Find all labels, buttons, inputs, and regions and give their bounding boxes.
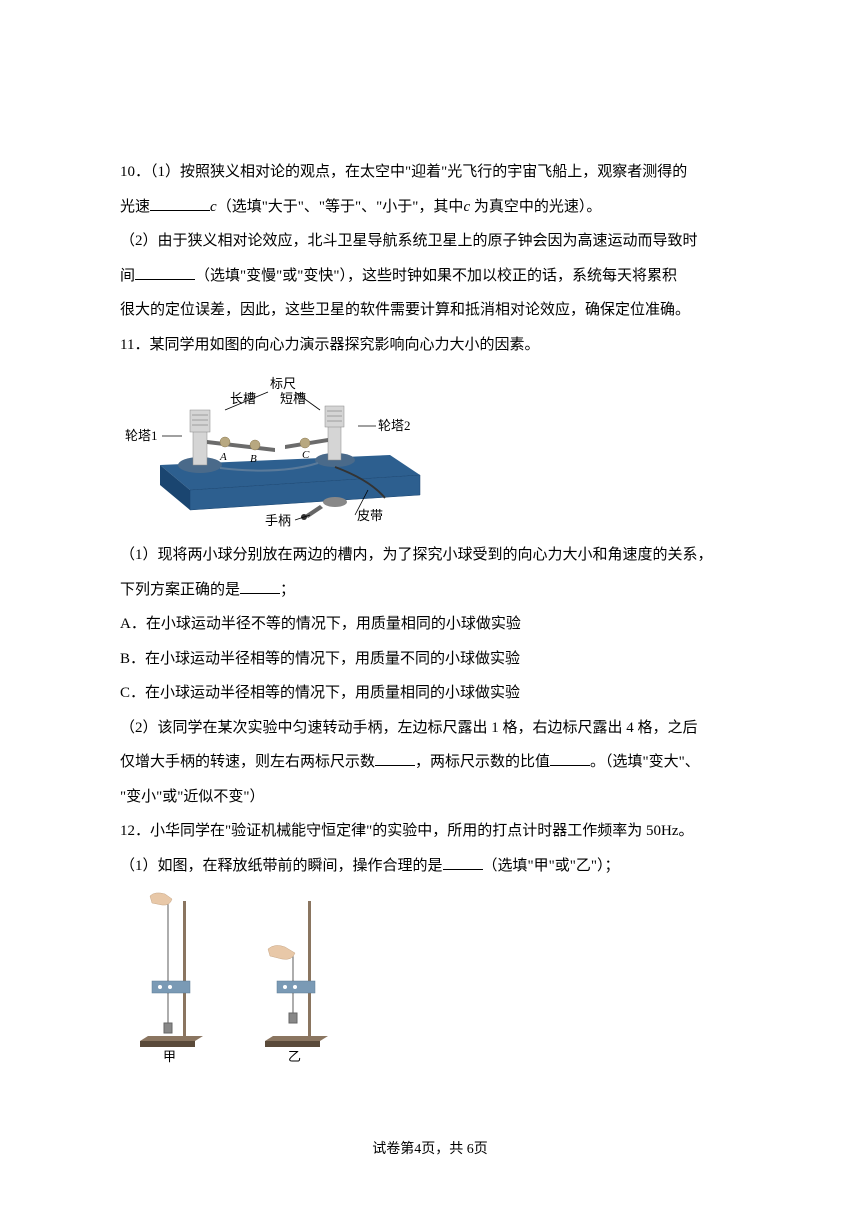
apparatus-jia: 甲 [140, 893, 203, 1064]
label-tower1: 轮塔1 [125, 428, 158, 443]
blank-11-1[interactable] [240, 579, 280, 594]
q12-p1a: （1）如图，在释放纸带前的瞬间，操作合理的是 [120, 858, 443, 874]
long-slot-shape [207, 440, 275, 452]
blank-10-1[interactable] [150, 196, 210, 211]
label-tower2: 轮塔2 [378, 418, 411, 433]
q11-p1b: 下列方案正确的是 [120, 582, 240, 598]
ruler-left [190, 410, 210, 432]
q10-p2c: （选填"变慢"或"变快"），这些时钟如果不加以校正的话，系统每天将累积 [195, 268, 677, 284]
ball-b [250, 440, 260, 450]
q10-line3: （2）由于狭义相对论效应，北斗卫星导航系统卫星上的原子钟会因为高速运动而导致时 [120, 224, 745, 259]
q12-num: 12． [120, 823, 150, 839]
q12-part1: （1）如图，在释放纸带前的瞬间，操作合理的是 （选填"甲"或"乙"）； [120, 849, 745, 884]
q11-p2a: （2）该同学在某次实验中匀速转动手柄，左边标尺露出 1 格，右边标尺露出 4 格… [120, 720, 698, 736]
q11-p1c: ； [280, 582, 295, 598]
figure-12-apparatus: 甲 乙 [120, 891, 745, 1066]
q10-line5: 很大的定位误差，因此，这些卫星的软件需要计算和抵消相对论效应，确保定位准确。 [120, 293, 745, 328]
page-content: 10．（1）按照狭义相对论的观点，在太空中"迎着"光飞行的宇宙飞船上，观察者测得… [120, 155, 745, 1066]
q11-intro: 某同学用如图的向心力演示器探究影响向心力大小的因素。 [149, 337, 539, 353]
ball-c [300, 438, 310, 448]
option-a: A．在小球运动半径不等的情况下，用质量相同的小球做实验 [120, 607, 745, 642]
label-yi: 乙 [288, 1049, 301, 1064]
q11-part2e: "变小"或"近似不变"） [120, 780, 745, 815]
q10-p2a: （2）由于狭义相对论效应，北斗卫星导航系统卫星上的原子钟会因为高速运动而导致时 [120, 233, 698, 249]
figure-11-centripetal: 标尺 长槽 短槽 轮塔1 轮塔2 [120, 370, 745, 530]
q11-part2a: （2）该同学在某次实验中匀速转动手柄，左边标尺露出 1 格，右边标尺露出 4 格… [120, 711, 745, 746]
tower-left [193, 430, 207, 465]
question-11: 11．某同学用如图的向心力演示器探究影响向心力大小的因素。 [120, 328, 745, 363]
handle-wheel [323, 497, 347, 507]
label-b: B [250, 453, 257, 465]
q12-p1b: （选填"甲"或"乙"）； [483, 858, 620, 874]
label-handle: 手柄 [265, 513, 291, 528]
apparatus-yi: 乙 [265, 901, 328, 1064]
label-belt: 皮带 [357, 508, 383, 523]
q12-intro: 小华同学在"验证机械能守恒定律"的实验中，所用的打点计时器工作频率为 50Hz。 [150, 823, 694, 839]
q11-part1b: 下列方案正确的是 ； [120, 573, 745, 608]
label-c: C [302, 449, 310, 461]
label-short-slot: 短槽 [280, 391, 306, 406]
label-a: A [219, 451, 227, 463]
footer-text: 试卷第4页，共 6页 [372, 1142, 488, 1157]
q10-p1b: 光速 [120, 199, 150, 215]
q10-line4: 间 （选填"变慢"或"变快"），这些时钟如果不加以校正的话，系统每天将累积 [120, 259, 745, 294]
blank-11-2[interactable] [375, 751, 415, 766]
q10-p1c: （选填"大于"、"等于"、"小于"，其中 [217, 199, 464, 215]
question-12: 12．小华同学在"验证机械能守恒定律"的实验中，所用的打点计时器工作频率为 50… [120, 814, 745, 849]
blank-10-2[interactable] [135, 265, 195, 280]
label-ruler: 标尺 [270, 376, 296, 391]
option-b: B．在小球运动半径相等的情况下，用质量不同的小球做实验 [120, 642, 745, 677]
q10-p1d: 为真空中的光速）。 [470, 199, 601, 215]
ball-a [220, 437, 230, 447]
q11-num: 11． [120, 337, 149, 353]
q11-p2b: 仅增大手柄的转速，则左右两标尺示数 [120, 754, 375, 770]
q11-part1: （1）现将两小球分别放在两边的槽内，为了探究小球受到的向心力大小和角速度的关系， [120, 538, 745, 573]
q10-p2d: 很大的定位误差，因此，这些卫星的软件需要计算和抵消相对论效应，确保定位准确。 [120, 302, 690, 318]
q11-p2e: "变小"或"近似不变"） [120, 789, 265, 805]
q10-p2b: 间 [120, 268, 135, 284]
option-c: C．在小球运动半径相等的情况下，用质量相同的小球做实验 [120, 676, 745, 711]
q11-p1: （1）现将两小球分别放在两边的槽内，为了探究小球受到的向心力大小和角速度的关系， [120, 547, 713, 563]
q10-num: 10． [120, 164, 150, 180]
tower-right [328, 425, 341, 460]
label-long-slot: 长槽 [230, 391, 256, 406]
q11-p2d: 。（选填"变大"、 [590, 754, 700, 770]
blank-11-3[interactable] [550, 751, 590, 766]
q11-p2c: ，两标尺示数的比值 [415, 754, 550, 770]
blank-12-1[interactable] [443, 855, 483, 870]
q10-p1a: （1）按照狭义相对论的观点，在太空中"迎着"光飞行的宇宙飞船上，观察者测得的 [150, 164, 687, 180]
q11-part2b: 仅增大手柄的转速，则左右两标尺示数 ，两标尺示数的比值 。（选填"变大"、 [120, 745, 745, 780]
c-var-1: c [210, 199, 217, 215]
ruler-right [325, 406, 344, 427]
label-jia: 甲 [163, 1049, 176, 1064]
q10-line2: 光速c（选填"大于"、"等于"、"小于"，其中c 为真空中的光速）。 [120, 190, 745, 225]
question-10: 10．（1）按照狭义相对论的观点，在太空中"迎着"光飞行的宇宙飞船上，观察者测得… [120, 155, 745, 190]
page-footer: 试卷第4页，共 6页 [0, 1134, 860, 1166]
